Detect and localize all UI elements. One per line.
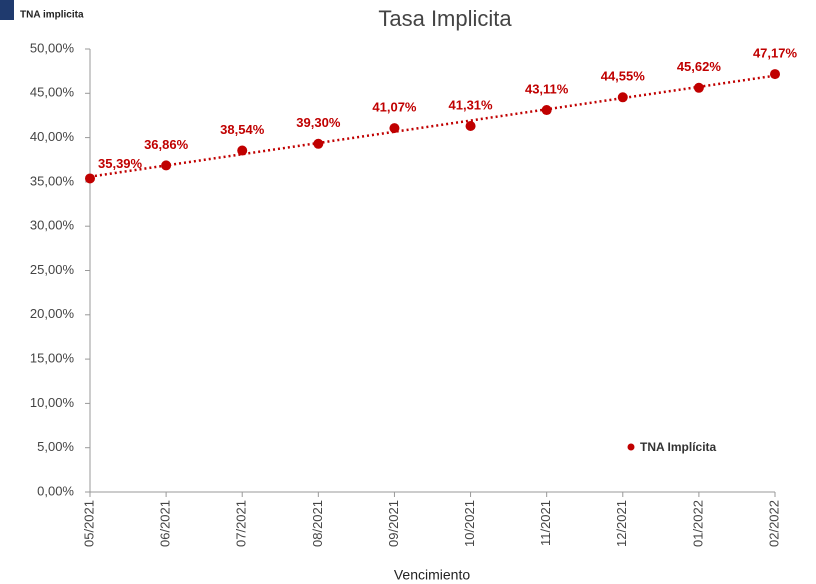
- x-axis-label: Vencimiento: [394, 567, 470, 583]
- point: [389, 123, 400, 134]
- x-tick-label: 12/2021: [614, 500, 629, 547]
- point: [770, 69, 780, 80]
- corner-label: TNA implicita: [20, 10, 84, 21]
- y-tick-label: 15,00%: [30, 351, 75, 366]
- value-label: 41,31%: [449, 97, 494, 112]
- point: [617, 92, 628, 103]
- y-tick-label: 5,00%: [37, 439, 74, 454]
- y-tick-label: 40,00%: [30, 129, 75, 144]
- x-tick-label: 01/2022: [690, 500, 705, 547]
- chart-title: Tasa Implicita: [378, 6, 512, 31]
- value-label: 44,55%: [601, 69, 646, 84]
- x-tick-label: 10/2021: [462, 500, 477, 547]
- value-label: 43,11%: [525, 81, 569, 96]
- point: [237, 145, 248, 156]
- value-label: 47,17%: [753, 46, 798, 61]
- value-label: 35,39%: [98, 156, 143, 171]
- x-tick-label: 06/2021: [158, 500, 173, 547]
- point: [693, 82, 704, 93]
- x-tick-label: 11/2021: [538, 500, 553, 546]
- x-tick-label: 09/2021: [386, 500, 401, 547]
- corner-square: [0, 0, 14, 20]
- y-tick-label: 20,00%: [30, 306, 75, 321]
- y-tick-label: 45,00%: [30, 85, 75, 100]
- x-tick-label: 08/2021: [310, 500, 325, 547]
- y-tick-label: 35,00%: [30, 173, 75, 188]
- y-tick-label: 10,00%: [30, 395, 75, 410]
- trendline: [89, 74, 776, 178]
- value-label: 41,07%: [372, 100, 417, 115]
- x-tick-label: 02/2022: [766, 500, 781, 547]
- value-label: 39,30%: [296, 115, 341, 130]
- point: [465, 120, 476, 131]
- legend-label: TNA Implícita: [640, 440, 717, 454]
- point: [541, 105, 552, 116]
- y-tick-label: 50,00%: [30, 40, 75, 55]
- x-tick-label: 05/2021: [81, 500, 96, 547]
- point: [85, 173, 95, 184]
- y-tick-label: 25,00%: [30, 262, 75, 277]
- value-label: 45,62%: [677, 59, 722, 74]
- legend-marker: [627, 443, 635, 451]
- x-tick-label: 07/2021: [234, 500, 249, 547]
- value-label: 36,86%: [144, 137, 189, 152]
- point: [313, 138, 324, 149]
- y-tick-label: 30,00%: [30, 218, 75, 233]
- value-label: 38,54%: [220, 122, 265, 137]
- point: [161, 160, 172, 171]
- y-tick-label: 0,00%: [37, 483, 74, 498]
